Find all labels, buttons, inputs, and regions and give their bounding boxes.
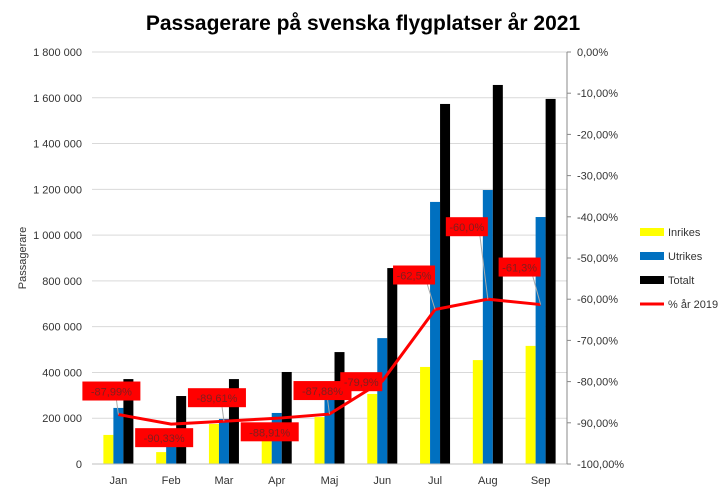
legend-label: Inrikes	[668, 227, 701, 239]
x-tick-label: Aug	[478, 475, 498, 487]
leader-line	[115, 399, 119, 415]
legend-label: Utrikes	[668, 251, 703, 263]
y2-tick-label: -10,00%	[577, 88, 618, 100]
bar-inrikes	[314, 417, 325, 464]
y-tick-label: 200 000	[42, 413, 82, 425]
y2-tick-label: -70,00%	[577, 335, 618, 347]
x-tick-label: Mar	[214, 475, 233, 487]
leader-line	[327, 398, 330, 415]
y2-tick-label: -80,00%	[577, 377, 618, 389]
leader-line	[532, 275, 542, 305]
data-label: -87,99%	[91, 387, 132, 399]
data-label: -89,61%	[196, 393, 237, 405]
bar-inrikes	[261, 423, 272, 464]
legend-swatch	[640, 228, 664, 236]
x-tick-label: Feb	[162, 475, 181, 487]
y-axis-label: Passagerare	[17, 227, 29, 289]
y-tick-label: 1 600 000	[33, 93, 82, 105]
bar-utrikes	[324, 399, 335, 464]
leader-line	[221, 406, 225, 422]
y2-tick-label: -30,00%	[577, 171, 618, 183]
y2-tick-label: -60,00%	[577, 294, 618, 306]
y-tick-label: 1 400 000	[33, 139, 82, 151]
x-tick-label: Jun	[373, 475, 391, 487]
leader-line	[426, 283, 436, 310]
bar-inrikes	[472, 360, 483, 464]
bar-utrikes	[482, 190, 493, 464]
legend-swatch	[640, 252, 664, 260]
bar-utrikes	[113, 407, 124, 464]
data-label-box	[393, 265, 436, 285]
data-label: -62,5%	[397, 271, 432, 283]
bar-utrikes	[377, 338, 388, 464]
bar-inrikes	[367, 393, 378, 464]
data-label: -88,91%	[249, 427, 290, 439]
y-tick-label: 1 200 000	[33, 184, 82, 196]
bar-inrikes	[525, 345, 536, 464]
data-label: -90,33%	[144, 433, 185, 445]
legend-label: Totalt	[668, 275, 694, 287]
y2-tick-label: -90,00%	[577, 418, 618, 430]
bar-utrikes	[535, 217, 546, 464]
data-label-box	[445, 217, 488, 237]
bar-utrikes	[430, 201, 441, 464]
data-label-box	[135, 428, 194, 448]
x-tick-label: Jan	[110, 475, 128, 487]
bar-totalt	[492, 84, 503, 465]
bar-totalt	[123, 379, 134, 464]
y2-tick-label: -100,00%	[577, 459, 624, 471]
y2-tick-label: -40,00%	[577, 212, 618, 224]
bar-inrikes	[156, 452, 167, 464]
bar-inrikes	[208, 423, 219, 464]
data-label-box	[240, 422, 299, 442]
data-label: -60,0%	[449, 222, 484, 234]
x-tick-label: Sep	[531, 475, 551, 487]
data-label-box	[340, 372, 383, 392]
x-tick-label: Maj	[321, 475, 339, 487]
legend-label: % år 2019	[668, 299, 718, 311]
chart-title: Passagerare på svenska flygplatser år 20…	[146, 12, 581, 35]
y-tick-label: 600 000	[42, 322, 82, 334]
y-tick-label: 1 000 000	[33, 230, 82, 242]
data-label: -61,3%	[502, 263, 537, 275]
y-tick-label: 800 000	[42, 276, 82, 288]
bar-inrikes	[103, 434, 114, 464]
y2-tick-label: -20,00%	[577, 129, 618, 141]
x-tick-label: Apr	[268, 475, 285, 487]
data-label-box	[498, 257, 541, 277]
y-tick-label: 400 000	[42, 367, 82, 379]
data-label-box	[82, 381, 141, 401]
data-label-box	[187, 388, 246, 408]
y-tick-label: 0	[76, 459, 82, 471]
bar-totalt	[545, 98, 556, 464]
bar-totalt	[440, 103, 451, 465]
data-label: -79,9%	[344, 377, 379, 389]
legend-swatch	[640, 276, 664, 284]
leader-line	[479, 235, 489, 300]
y-tick-label: 1 800 000	[33, 47, 82, 59]
bar-inrikes	[420, 366, 431, 464]
data-label-box	[293, 381, 352, 401]
y2-tick-label: 0,00%	[577, 47, 608, 59]
bar-utrikes	[218, 418, 229, 464]
x-tick-label: Jul	[428, 475, 442, 487]
y2-tick-label: -50,00%	[577, 253, 618, 265]
data-label: -87,88%	[302, 386, 343, 398]
